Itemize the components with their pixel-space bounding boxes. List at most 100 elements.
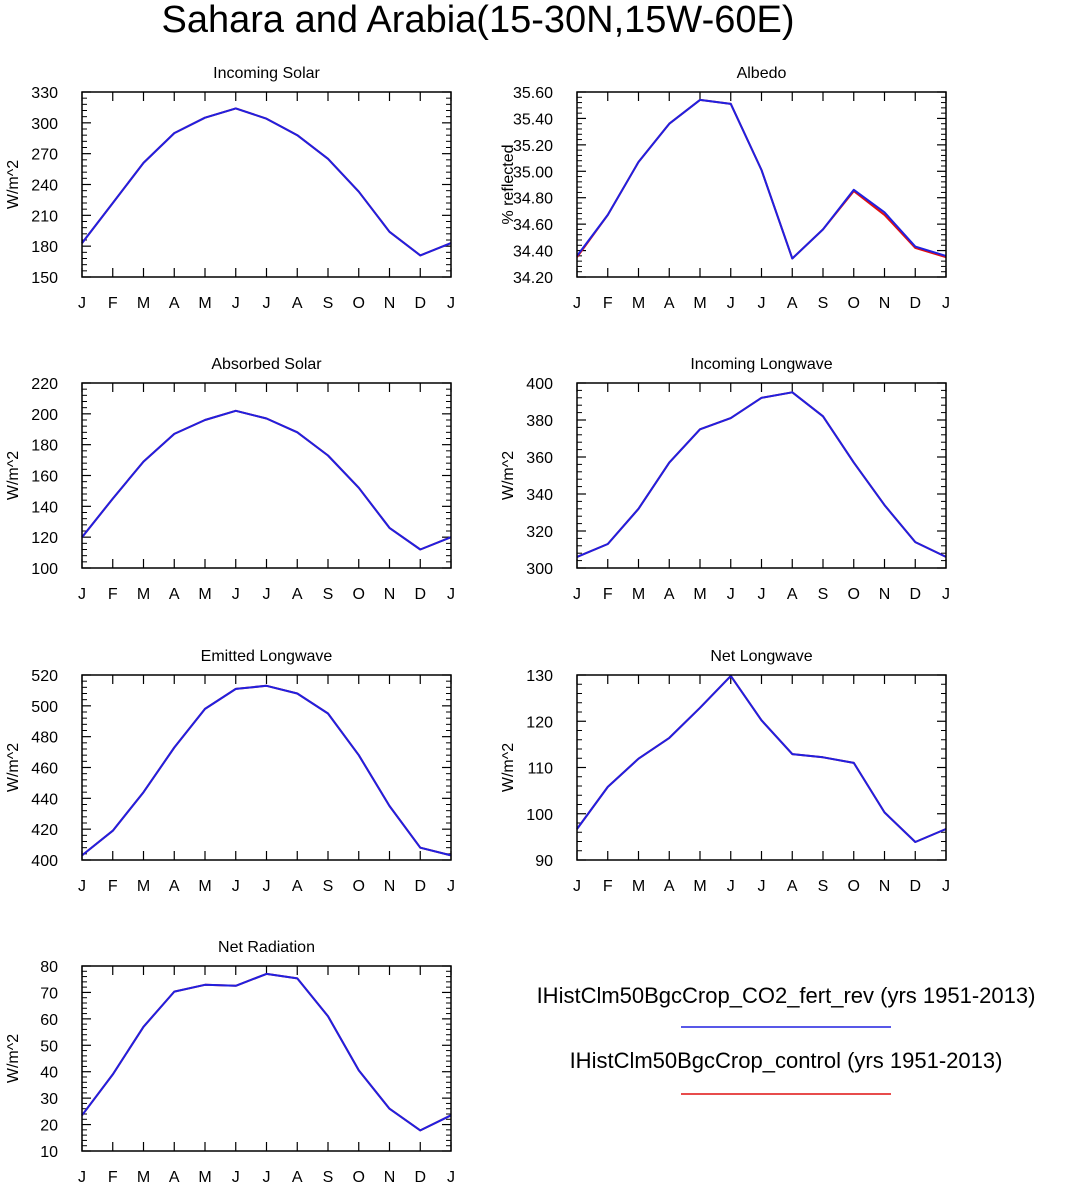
x-tick-label: O bbox=[353, 1169, 365, 1186]
series-line-control bbox=[576, 98, 947, 260]
plot-frame bbox=[81, 965, 452, 1152]
chart-panel-0: Incoming Solar W/m^2 J F M A M J J A S O N D J 150 180 21… bbox=[5, 65, 455, 312]
plot-frame bbox=[576, 91, 947, 278]
x-tick-label: M bbox=[632, 295, 645, 312]
x-tick-label: D bbox=[414, 586, 426, 603]
x-tick-label: S bbox=[818, 295, 829, 312]
x-tick-label: A bbox=[292, 878, 303, 895]
plot-frame bbox=[576, 674, 947, 861]
panel-title: Emitted Longwave bbox=[201, 648, 333, 665]
y-tick-label: 180 bbox=[31, 438, 58, 455]
y-tick-label: 34.60 bbox=[513, 217, 553, 234]
y-axis-label: W/m^2 bbox=[500, 743, 517, 792]
x-tick-label: J bbox=[263, 878, 271, 895]
y-tick-label: 400 bbox=[526, 376, 553, 393]
y-tick-label: 270 bbox=[31, 147, 58, 164]
y-tick-label: 210 bbox=[31, 208, 58, 225]
x-tick-label: J bbox=[78, 878, 86, 895]
y-tick-label: 50 bbox=[40, 1038, 58, 1055]
x-tick-label: A bbox=[169, 1169, 180, 1186]
y-tick-label: 34.40 bbox=[513, 244, 553, 261]
legend: IHistClm50BgcCrop_CO2_fert_rev (yrs 1951… bbox=[537, 983, 1036, 1095]
y-tick-label: 140 bbox=[31, 499, 58, 516]
y-tick-label: 220 bbox=[31, 376, 58, 393]
series-line-control bbox=[81, 972, 452, 1132]
x-tick-label: S bbox=[323, 1169, 334, 1186]
y-tick-label: 40 bbox=[40, 1065, 58, 1082]
x-tick-label: N bbox=[879, 295, 891, 312]
x-tick-label: A bbox=[169, 878, 180, 895]
x-tick-label: F bbox=[603, 586, 613, 603]
x-tick-label: J bbox=[758, 295, 766, 312]
x-tick-label: A bbox=[292, 295, 303, 312]
x-tick-label: O bbox=[353, 586, 365, 603]
x-tick-label: J bbox=[78, 586, 86, 603]
x-tick-label: M bbox=[198, 295, 211, 312]
x-tick-label: O bbox=[848, 878, 860, 895]
y-tick-label: 30 bbox=[40, 1091, 58, 1108]
y-tick-label: 150 bbox=[31, 270, 58, 287]
x-tick-label: D bbox=[909, 878, 921, 895]
x-tick-label: A bbox=[787, 878, 798, 895]
y-tick-label: 35.00 bbox=[513, 164, 553, 181]
y-tick-label: 90 bbox=[535, 853, 553, 870]
x-tick-label: S bbox=[818, 586, 829, 603]
series-line-control bbox=[81, 409, 452, 551]
x-tick-label: M bbox=[137, 878, 150, 895]
y-tick-label: 180 bbox=[31, 239, 58, 256]
y-axis-label: W/m^2 bbox=[5, 451, 22, 500]
x-tick-label: O bbox=[848, 586, 860, 603]
x-tick-label: J bbox=[573, 295, 581, 312]
y-tick-label: 520 bbox=[31, 668, 58, 685]
y-tick-label: 10 bbox=[40, 1144, 58, 1161]
x-tick-label: M bbox=[137, 586, 150, 603]
x-tick-label: A bbox=[169, 295, 180, 312]
x-tick-label: J bbox=[942, 586, 950, 603]
chart-panel-4: Emitted Longwave W/m^2 J F M A M J J A S O N D J 400 420… bbox=[5, 648, 455, 895]
legend-label-fert: IHistClm50BgcCrop_CO2_fert_rev (yrs 1951… bbox=[537, 983, 1036, 1008]
y-tick-label: 100 bbox=[31, 561, 58, 578]
y-tick-label: 360 bbox=[526, 450, 553, 467]
x-tick-label: M bbox=[198, 878, 211, 895]
y-tick-label: 480 bbox=[31, 730, 58, 747]
x-tick-label: S bbox=[323, 295, 334, 312]
x-tick-label: N bbox=[879, 586, 891, 603]
y-tick-label: 80 bbox=[40, 959, 58, 976]
y-axis-label: W/m^2 bbox=[500, 451, 517, 500]
y-tick-label: 420 bbox=[31, 822, 58, 839]
x-tick-label: N bbox=[879, 878, 891, 895]
y-tick-label: 130 bbox=[526, 668, 553, 685]
x-tick-label: J bbox=[942, 878, 950, 895]
y-tick-label: 240 bbox=[31, 178, 58, 195]
plot-frame bbox=[81, 674, 452, 861]
x-tick-label: J bbox=[573, 586, 581, 603]
x-tick-label: M bbox=[198, 1169, 211, 1186]
x-tick-label: J bbox=[447, 295, 455, 312]
y-tick-label: 34.80 bbox=[513, 191, 553, 208]
y-tick-label: 35.20 bbox=[513, 138, 553, 155]
chart-panel-2: Absorbed Solar W/m^2 J F M A M J J A S O N D J 100 120 14… bbox=[5, 356, 455, 603]
x-tick-label: J bbox=[573, 878, 581, 895]
y-axis-label: W/m^2 bbox=[5, 160, 22, 209]
panel-title: Incoming Solar bbox=[213, 65, 320, 82]
y-tick-label: 460 bbox=[31, 761, 58, 778]
x-tick-label: D bbox=[909, 586, 921, 603]
series-line-control bbox=[81, 684, 452, 857]
series-line-fert bbox=[81, 107, 452, 257]
x-tick-label: O bbox=[848, 295, 860, 312]
y-tick-label: 300 bbox=[526, 561, 553, 578]
x-tick-label: A bbox=[664, 586, 675, 603]
x-tick-label: N bbox=[384, 295, 396, 312]
x-tick-label: J bbox=[232, 586, 240, 603]
x-tick-label: A bbox=[787, 586, 798, 603]
x-tick-label: M bbox=[693, 586, 706, 603]
x-tick-label: M bbox=[693, 878, 706, 895]
plot-frame bbox=[81, 382, 452, 569]
x-tick-label: J bbox=[232, 1169, 240, 1186]
series-line-fert bbox=[81, 409, 452, 551]
y-tick-label: 100 bbox=[526, 807, 553, 824]
x-tick-label: A bbox=[787, 295, 798, 312]
x-tick-label: A bbox=[664, 878, 675, 895]
x-tick-label: M bbox=[137, 1169, 150, 1186]
legend-label-control: IHistClm50BgcCrop_control (yrs 1951-2013… bbox=[570, 1048, 1003, 1073]
